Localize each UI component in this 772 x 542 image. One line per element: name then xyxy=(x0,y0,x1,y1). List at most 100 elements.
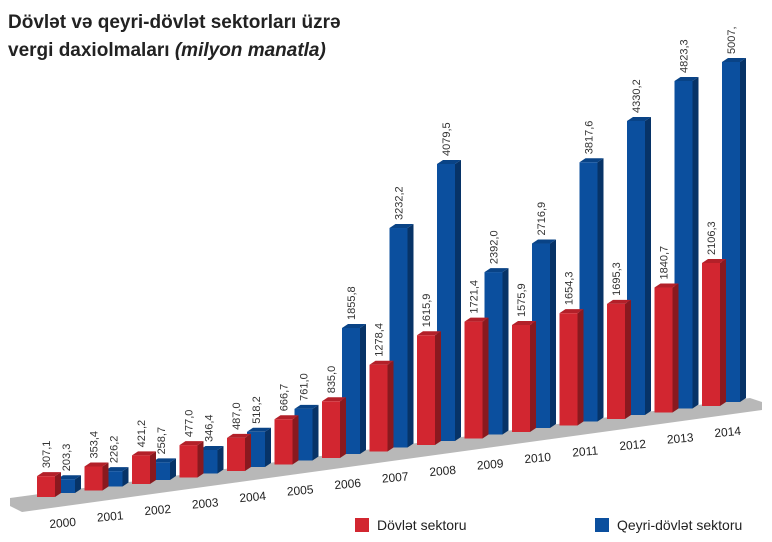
data-label: 4823,3 xyxy=(679,39,691,73)
bar-side xyxy=(170,458,176,480)
bar xyxy=(559,313,578,426)
bar-side xyxy=(502,268,509,435)
x-tick-label: 2002 xyxy=(144,502,172,518)
data-label: 258,7 xyxy=(156,427,168,455)
data-label: 487,0 xyxy=(231,402,243,430)
x-tick-label: 2003 xyxy=(191,495,219,511)
bar-side xyxy=(265,427,271,467)
bar-top xyxy=(247,427,271,432)
bar-top xyxy=(559,309,584,314)
bar-top xyxy=(274,415,299,420)
bar-top xyxy=(654,283,679,288)
bar-side xyxy=(150,451,156,484)
bar-top xyxy=(702,258,726,263)
bar-top xyxy=(179,441,204,446)
bar xyxy=(57,479,75,493)
bar-top xyxy=(484,268,509,273)
bar-top xyxy=(607,299,631,304)
bar-top xyxy=(322,397,346,402)
bar-side xyxy=(360,323,366,454)
bar-top xyxy=(389,224,414,229)
bar-top xyxy=(104,467,129,472)
x-tick-label: 2000 xyxy=(49,515,77,531)
bar xyxy=(579,162,598,422)
bar xyxy=(179,445,198,478)
chart-title: vergi daxiolmaları (milyon manatla) xyxy=(8,40,326,61)
bar-side xyxy=(720,258,726,406)
bar xyxy=(369,364,388,452)
bar-top xyxy=(627,116,651,121)
bar xyxy=(342,327,360,454)
data-label: 477,0 xyxy=(184,410,196,438)
bar xyxy=(437,163,455,442)
bar-side xyxy=(625,299,631,419)
bar-side xyxy=(75,475,81,493)
data-label: 1840,7 xyxy=(659,246,671,280)
bar xyxy=(389,228,408,448)
chart-title: Dövlət və qeyri-dövlət sektorları üzrə xyxy=(8,12,341,33)
data-label: 666,7 xyxy=(279,384,291,412)
bar-side xyxy=(692,76,699,409)
data-label: 4330,2 xyxy=(631,79,643,113)
bar xyxy=(532,243,550,428)
bar xyxy=(627,120,645,415)
bar-top xyxy=(722,58,746,62)
legend-label: Dövlət sektoru xyxy=(377,517,466,533)
bar-side xyxy=(217,445,224,474)
data-label: 1855,8 xyxy=(346,286,358,320)
x-tick-label: 2006 xyxy=(334,476,362,492)
bar xyxy=(512,324,530,432)
bar xyxy=(464,321,483,439)
bar-side xyxy=(740,58,746,402)
bar xyxy=(702,262,720,406)
bar xyxy=(294,408,313,461)
x-tick-label: 2005 xyxy=(286,482,314,498)
chart-unit: (milyon manatla) xyxy=(175,40,326,61)
legend-swatch xyxy=(355,518,369,532)
bar xyxy=(227,437,245,471)
bar xyxy=(607,303,625,419)
bar xyxy=(654,287,673,413)
x-tick-label: 2007 xyxy=(381,469,409,485)
legend-swatch xyxy=(595,518,609,532)
bar-top xyxy=(57,475,81,480)
x-tick-label: 2013 xyxy=(666,430,694,446)
data-label: 2716,9 xyxy=(536,202,548,236)
chart-title: vergi daxiolmaları xyxy=(8,40,170,61)
bar-side xyxy=(597,158,604,422)
data-label: 4079,5 xyxy=(441,122,453,156)
data-label: 761,0 xyxy=(299,373,311,401)
bar xyxy=(132,455,150,484)
bar xyxy=(152,462,170,480)
bar-side xyxy=(577,309,584,426)
bar-side xyxy=(672,283,679,413)
data-label: 3817,6 xyxy=(584,121,596,155)
x-tick-label: 2004 xyxy=(239,489,267,505)
bar xyxy=(247,431,265,467)
bar-side xyxy=(550,239,556,428)
data-label: 353,4 xyxy=(89,431,101,459)
bar xyxy=(674,80,693,409)
bar xyxy=(417,335,435,445)
bar-top xyxy=(342,323,366,328)
bar-top xyxy=(152,458,176,463)
bar xyxy=(484,272,503,435)
data-label: 1654,3 xyxy=(564,272,576,306)
x-tick-label: 2012 xyxy=(619,437,647,453)
data-label: 421,2 xyxy=(136,420,148,448)
data-label: 307,1 xyxy=(41,441,53,469)
bar-top xyxy=(199,445,224,450)
bar-side xyxy=(407,224,414,448)
bar-side xyxy=(482,317,489,439)
x-tick-label: 2008 xyxy=(429,463,457,479)
bar-side xyxy=(435,331,441,445)
bar xyxy=(274,419,293,465)
bar xyxy=(104,471,123,487)
bar-top xyxy=(512,320,536,325)
bar-side xyxy=(197,441,204,478)
bar-top xyxy=(227,433,251,438)
data-label: 1575,9 xyxy=(516,283,528,317)
data-label: 518,2 xyxy=(251,396,263,424)
bar xyxy=(322,401,340,458)
bar-side xyxy=(455,159,461,442)
